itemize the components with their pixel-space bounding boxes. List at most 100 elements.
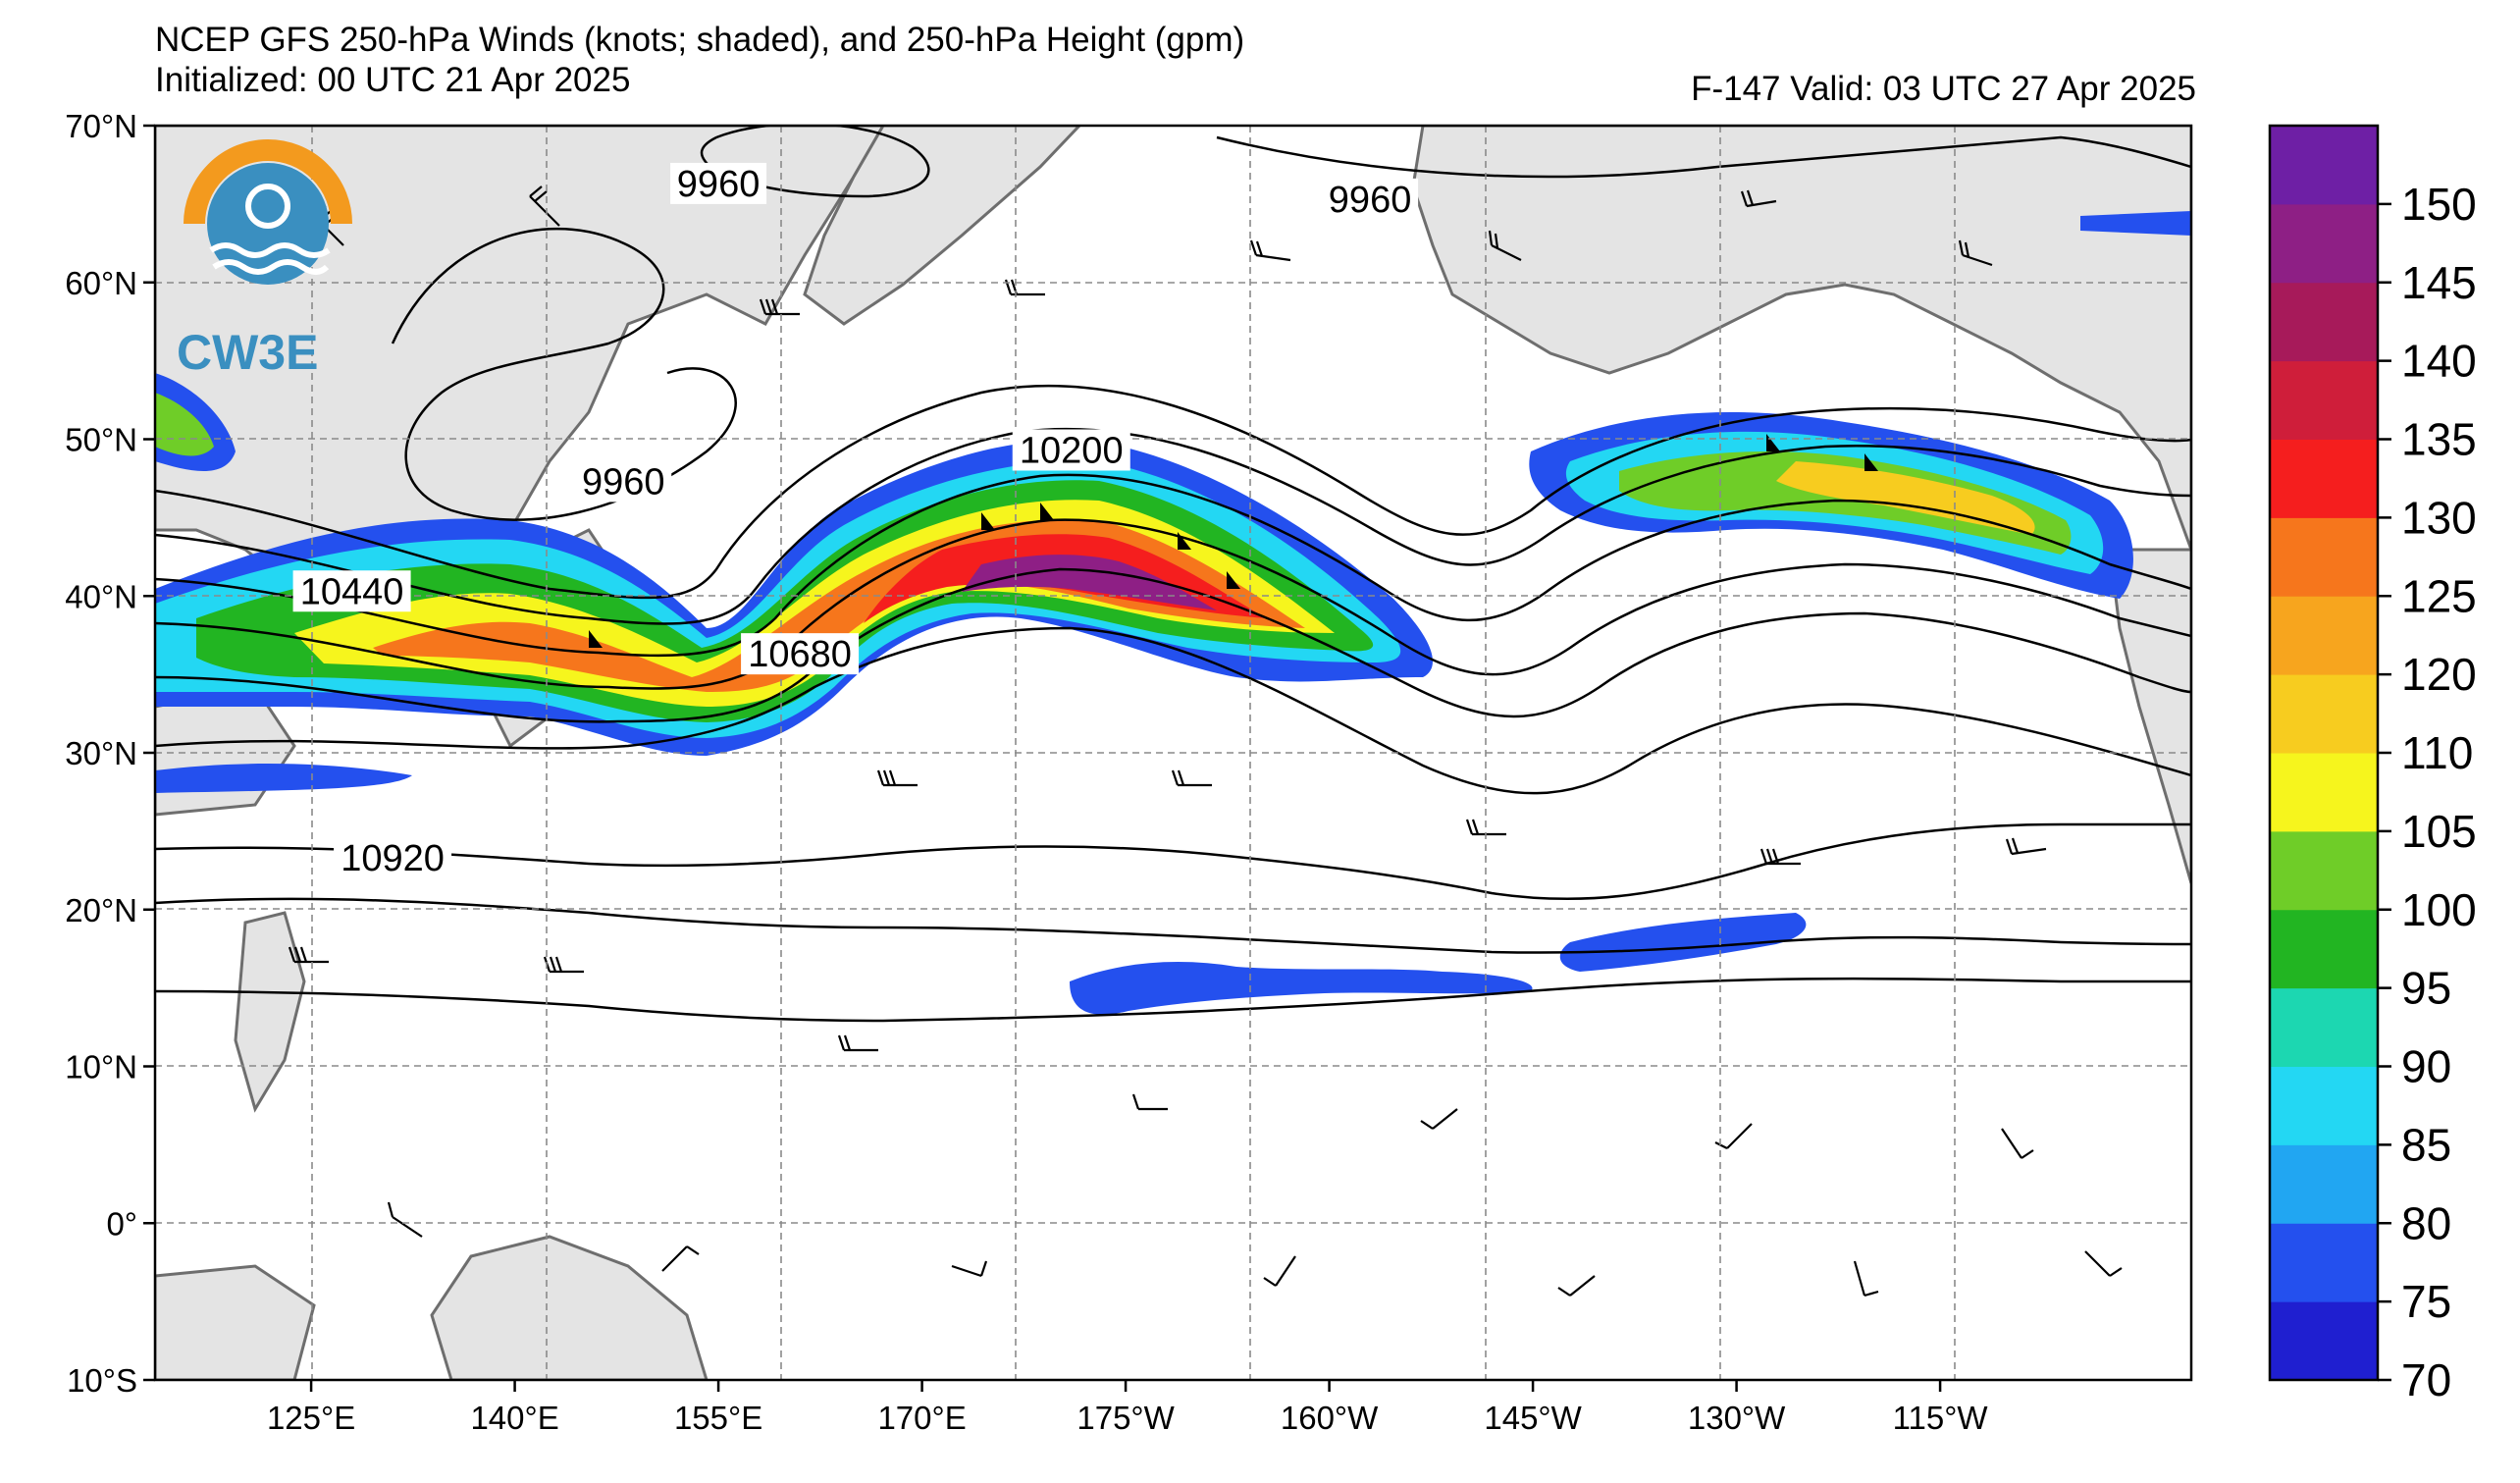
- valid-time-label: F-147 Valid: 03 UTC 27 Apr 2025: [1691, 70, 2196, 108]
- contour-labels: 9960 9960 9960 10200 10440 10680 10920: [292, 162, 1419, 879]
- contour-label-bg: [575, 460, 672, 503]
- height-contours: [155, 126, 2191, 1023]
- wind-barb: [1958, 239, 1993, 267]
- contour-label-bg: [1322, 178, 1419, 220]
- streak-east-corner: [2080, 211, 2191, 236]
- colorbar-swatch: [2270, 1144, 2378, 1224]
- wind-barb: [1263, 1255, 1296, 1287]
- wind-barb: [1853, 1260, 1879, 1298]
- contour-e: [155, 567, 2191, 723]
- wind-barb: [837, 1034, 878, 1052]
- logo-wave-1: [209, 242, 331, 258]
- colorbar-swatch: [2270, 830, 2378, 911]
- wind-barb: [951, 1260, 988, 1278]
- contour-d: [155, 518, 2191, 690]
- contour-i: [155, 977, 2191, 1023]
- colorbar-tick-label: 135: [2401, 414, 2477, 465]
- colorbar-tick-label: 80: [2401, 1197, 2451, 1248]
- lon-tick-label: 145°W: [1484, 1400, 1582, 1436]
- lat-tick-label: 40°N: [65, 578, 137, 614]
- logo-drop: [245, 184, 290, 229]
- lon-tick-label: 130°W: [1688, 1400, 1786, 1436]
- colorbar-swatch: [2270, 282, 2378, 362]
- wind-flag: [1864, 453, 1878, 471]
- logo-text: CW3E: [177, 325, 318, 380]
- contour-label: 9960: [582, 461, 665, 503]
- contour-label: 10680: [748, 634, 852, 675]
- contour-9960-nw: [391, 227, 737, 521]
- wind-barb: [1465, 819, 1506, 836]
- lon-tick-label: 125°E: [267, 1400, 355, 1436]
- wind-barb: [1488, 230, 1522, 261]
- colorbar-swatch: [2270, 596, 2378, 675]
- colorbar-swatch: [2270, 203, 2378, 284]
- wind-barb: [2084, 1250, 2123, 1277]
- colorbar-tick-label: 145: [2401, 257, 2477, 308]
- wind-flag: [1040, 503, 1054, 520]
- colorbar-ticks: 70 75 80 85 90 95 100 105 110 120 125 130 135 140 145 1…: [2378, 179, 2477, 1405]
- lat-tick-label: 30°N: [65, 735, 137, 771]
- wind-barb: [661, 1245, 700, 1272]
- wind-flags: [589, 434, 1878, 667]
- wind-flag: [1178, 532, 1191, 550]
- contour-label-bg: [670, 162, 767, 204]
- colorbar-swatch: [2270, 517, 2378, 597]
- colorbar-swatch: [2270, 1223, 2378, 1302]
- lat-tick-label: 10°N: [65, 1049, 137, 1086]
- colorbar-tick-label: 140: [2401, 336, 2477, 387]
- colorbar-tick-label: 100: [2401, 884, 2477, 935]
- wind-barb: [759, 298, 800, 316]
- wind-barb: [2001, 1128, 2034, 1159]
- cw3e-logo-icon: CW3E: [177, 139, 352, 380]
- contour-a: [155, 384, 2191, 600]
- colorbar-tick-label: 85: [2401, 1119, 2451, 1170]
- wind-barb: [1714, 1123, 1753, 1149]
- streak-northwest-green: [155, 393, 214, 456]
- lat-tick-label: 10°S: [67, 1362, 137, 1399]
- wind-flag: [1227, 571, 1240, 589]
- contour-label-bg: [334, 836, 452, 878]
- wind-barb: [1557, 1275, 1596, 1297]
- wind-barb: [1131, 1093, 1168, 1111]
- lat-tick-label: 50°N: [65, 422, 137, 458]
- land-philippines: [234, 911, 306, 1113]
- lat-tick-label: 70°N: [65, 108, 137, 144]
- wind-barb: [1249, 239, 1291, 262]
- colorbar-tick-label: 105: [2401, 806, 2477, 857]
- title-line-1: NCEP GFS 250-hPa Winds (knots; shaded), …: [155, 21, 1245, 59]
- contour-h: [155, 897, 2191, 954]
- land-indonesia: [155, 1264, 316, 1380]
- lat-tick-label: 20°N: [65, 892, 137, 928]
- map-title: NCEP GFS 250-hPa Winds (knots; shaded), …: [155, 20, 1244, 100]
- colorbar-tick-label: 110: [2401, 727, 2473, 778]
- colorbar-tick-label: 130: [2401, 492, 2477, 543]
- wind-barb: [876, 769, 918, 787]
- colorbar-tick-label: 150: [2401, 179, 2477, 230]
- streak-taiwan: [155, 764, 412, 793]
- latitude-axis: 70°N 60°N 50°N 40°N 30°N 20°N 10°N 0° 10°S: [65, 108, 155, 1399]
- wind-barb: [1420, 1108, 1458, 1130]
- contour-g: [155, 822, 2191, 901]
- colorbar-tick-label: 70: [2401, 1354, 2451, 1405]
- lon-tick-label: 140°E: [470, 1400, 558, 1436]
- colorbar-swatch: [2270, 753, 2378, 832]
- land-north-america-west: [2108, 548, 2191, 884]
- longitude-axis: 125°E 140°E 155°E 170°E 175°W 160°W 145°W 130°W…: [267, 1380, 1988, 1436]
- contour-label: 10440: [300, 571, 404, 612]
- colorbar-swatch: [2270, 1301, 2378, 1381]
- logo-wave-2: [212, 259, 330, 275]
- colorbar-tick-label: 75: [2401, 1276, 2451, 1327]
- land-kamchatka: [803, 126, 1082, 326]
- colorbar-tick-label: 95: [2401, 963, 2451, 1014]
- jet-band-purple: [962, 555, 1217, 610]
- contour-f: [155, 626, 2191, 795]
- colorbar-swatch: [2270, 674, 2378, 754]
- contour-c: [155, 473, 2191, 658]
- wind-barb: [1740, 189, 1777, 208]
- jet-band-east-green: [1619, 451, 2072, 555]
- graticule: [155, 126, 2191, 1380]
- colorbar-tick-label: 125: [2401, 570, 2477, 621]
- wind-barb: [529, 185, 560, 227]
- lat-tick-label: 60°N: [65, 265, 137, 301]
- contour-9960-ne: [1216, 135, 2191, 179]
